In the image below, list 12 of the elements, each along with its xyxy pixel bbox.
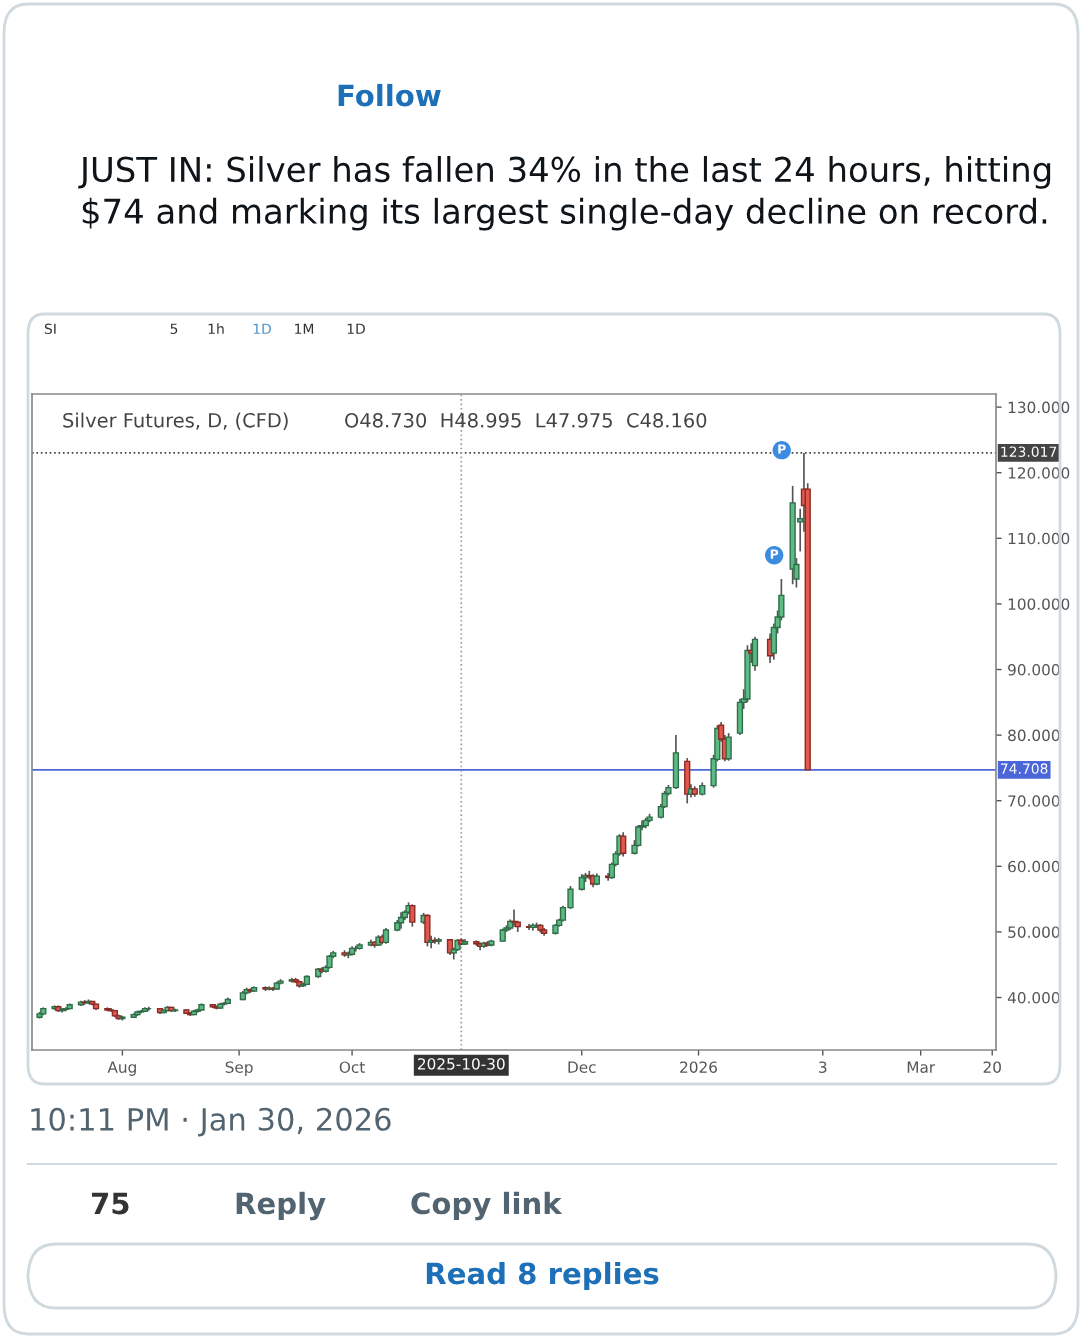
text: 10:11 PM · Jan 30, 2026 [31,1107,391,1137]
candlestick [620,831,627,858]
text: Reply [236,1191,326,1221]
candlestick [672,734,680,790]
candlestick [635,824,642,848]
annotation: Silver Futures, D, (CFD) [63,412,288,430]
annotation: O48.730 H48.995 L47.975 C48.160 [345,412,707,428]
text: Read 8 replies [426,1261,659,1291]
text: Copy link [411,1191,563,1221]
text: 75 [91,1192,129,1215]
chart-title: JUST IN: Silver has fallen 34% in the last 24 hours, hitting $74 and marking its largest single-day decline on record. [78,156,1051,231]
text: Follow [338,83,441,107]
